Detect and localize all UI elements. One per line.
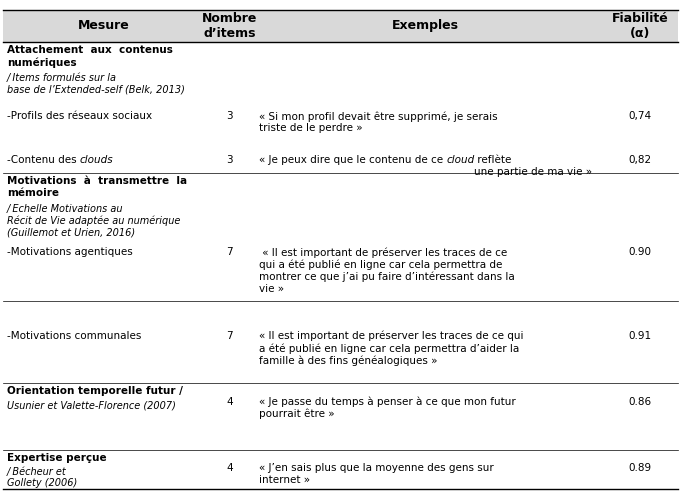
Text: Usunier et Valette-Florence (2007): Usunier et Valette-Florence (2007) (7, 400, 176, 410)
Text: « Je peux dire que le contenu de ce: « Je peux dire que le contenu de ce (259, 155, 446, 165)
Text: « Si mon profil devait être supprimé, je serais
triste de le perdre »: « Si mon profil devait être supprimé, je… (259, 111, 497, 133)
Text: 0.89: 0.89 (629, 463, 652, 473)
Text: 7: 7 (226, 247, 233, 257)
Text: 7: 7 (226, 331, 233, 341)
Text: -Contenu des: -Contenu des (7, 155, 80, 165)
Text: -Profils des réseaux sociaux: -Profils des réseaux sociaux (7, 111, 152, 121)
Text: Expertise perçue: Expertise perçue (7, 453, 106, 463)
Text: cloud: cloud (446, 155, 475, 165)
Text: 3: 3 (226, 155, 233, 165)
Text: Attachement  aux  contenus
numériques: Attachement aux contenus numériques (7, 45, 173, 68)
Text: 3: 3 (226, 111, 233, 121)
Text: « Il est important de préserver les traces de ce qui
a été publié en ligne car c: « Il est important de préserver les trac… (259, 331, 523, 366)
Text: Motivations  à  transmettre  la
mémoire: Motivations à transmettre la mémoire (7, 176, 187, 198)
Text: 0,82: 0,82 (629, 155, 652, 165)
Text: 4: 4 (226, 463, 233, 473)
Text: / Items formulés sur la
base de l’Extended-self (Belk, 2013): / Items formulés sur la base de l’Extend… (7, 73, 185, 95)
Bar (3, 10, 678, 42)
Text: clouds: clouds (80, 155, 113, 165)
Text: Fiabilité
(α): Fiabilité (α) (612, 12, 669, 40)
Text: / Echelle Motivations au
Récit de Vie adaptée au numérique
(Guillemot et Urien, : / Echelle Motivations au Récit de Vie ad… (7, 204, 180, 238)
Text: « J’en sais plus que la moyenne des gens sur
internet »: « J’en sais plus que la moyenne des gens… (259, 463, 494, 485)
Text: « Il est important de préserver les traces de ce
qui a été publié en ligne car c: « Il est important de préserver les trac… (259, 247, 515, 293)
Text: Exemples: Exemples (392, 19, 459, 33)
Text: 0.86: 0.86 (629, 397, 652, 407)
Text: Orientation temporelle futur /: Orientation temporelle futur / (7, 386, 183, 396)
Text: 0,74: 0,74 (629, 111, 652, 121)
Text: / Bécheur et
Gollety (2006): / Bécheur et Gollety (2006) (7, 467, 77, 489)
Text: reflète
une partie de ma vie »: reflète une partie de ma vie » (475, 155, 592, 177)
Text: 4: 4 (226, 397, 233, 407)
Text: « Je passe du temps à penser à ce que mon futur
pourrait être »: « Je passe du temps à penser à ce que mo… (259, 397, 516, 419)
Text: 0.90: 0.90 (629, 247, 652, 257)
Text: -Motivations communales: -Motivations communales (7, 331, 141, 341)
Text: Mesure: Mesure (78, 19, 129, 33)
Text: Nombre
d’items: Nombre d’items (202, 12, 257, 40)
Text: 0.91: 0.91 (629, 331, 652, 341)
Text: -Motivations agentiques: -Motivations agentiques (7, 247, 133, 257)
